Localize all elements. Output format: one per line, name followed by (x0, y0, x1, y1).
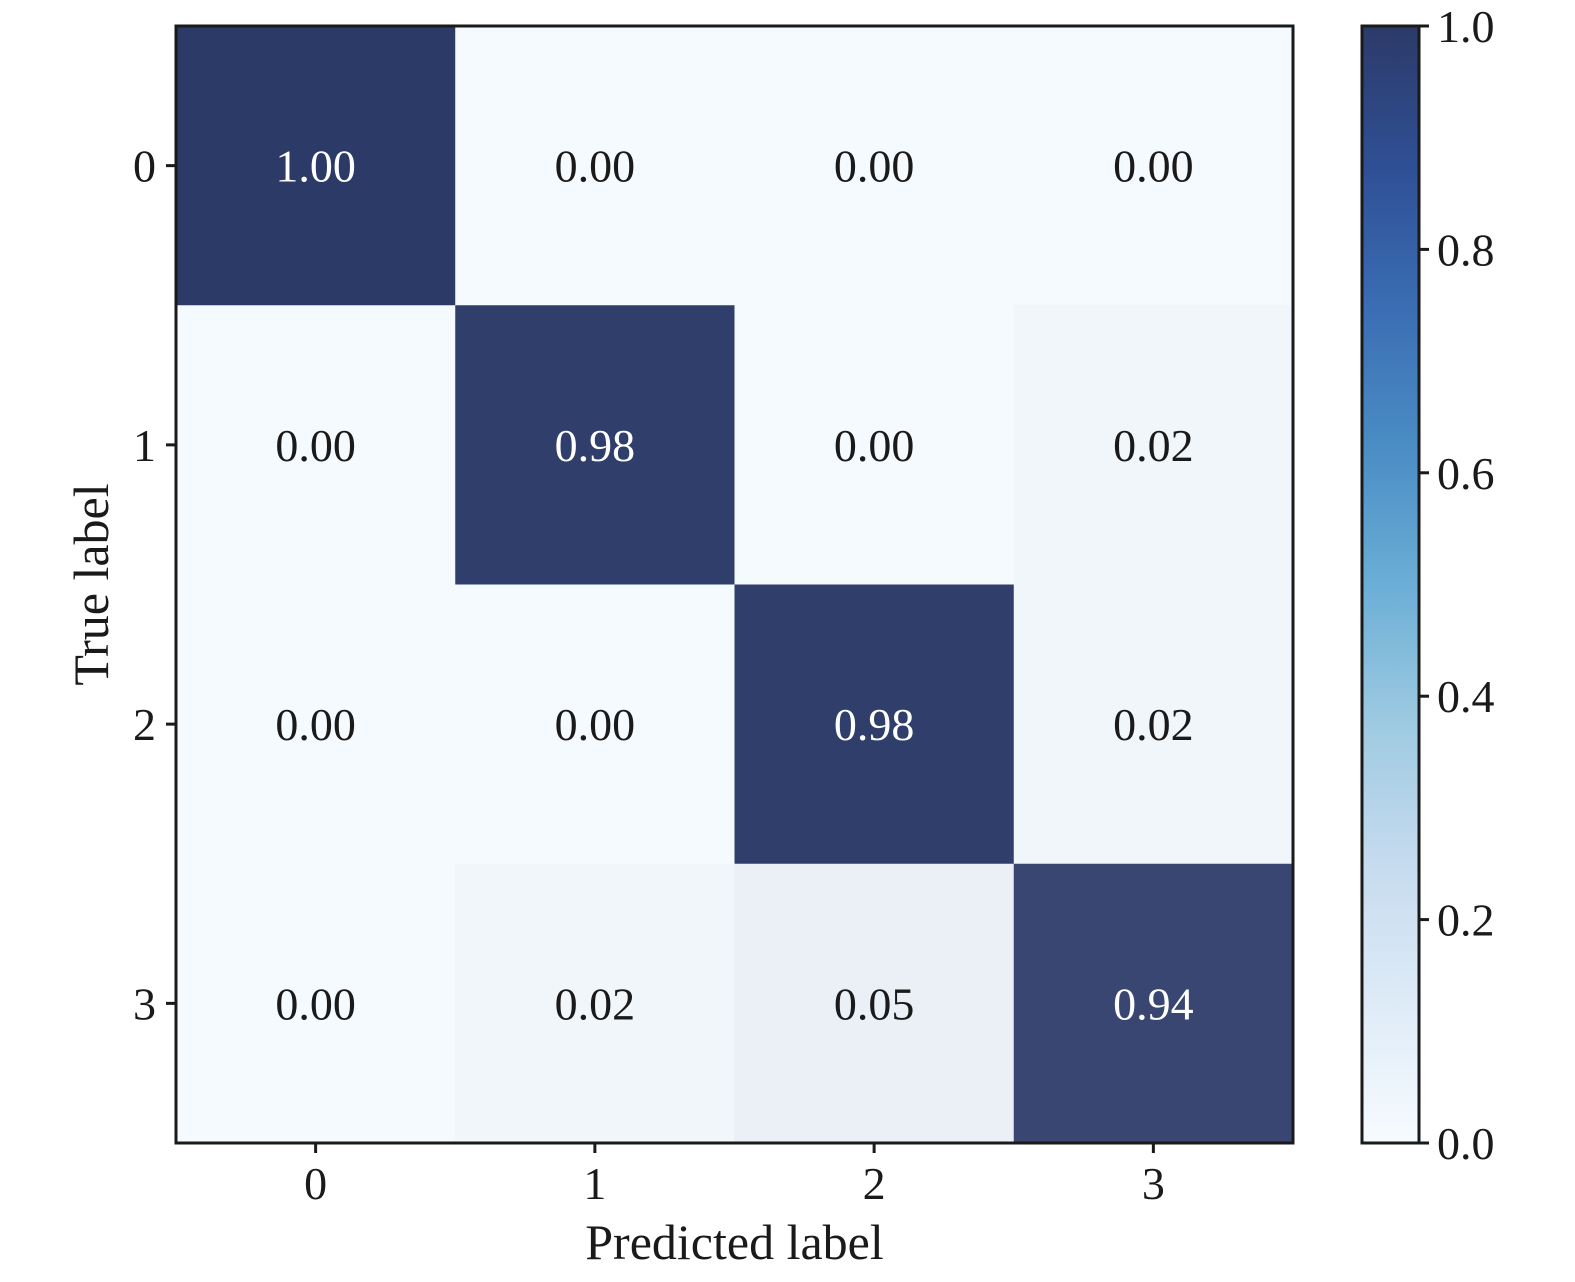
cell-r0-c2 (734, 26, 1015, 306)
cell-label-r0-c2: 0.00 (834, 141, 915, 192)
cell-r3-c2 (734, 863, 1015, 1144)
x-axis-ticks: 0 1 2 3 (304, 1143, 1165, 1209)
colorbar-tick-label-4: 0.8 (1437, 224, 1495, 275)
cell-label-r1-c1: 0.98 (555, 420, 636, 471)
cell-r2-c0 (176, 584, 456, 865)
cell-label-r0-c0: 1.00 (275, 141, 356, 192)
heatmap-cell-labels: 1.00 0.00 0.00 0.00 0.00 0.98 0.00 0.02 0.00 0.00… (275, 141, 1193, 1030)
cell-r0-c1 (455, 26, 735, 306)
cell-r1-c3 (1013, 305, 1294, 585)
cell-label-r1-c0: 0.00 (275, 420, 356, 471)
cell-label-r2-c2: 0.98 (834, 699, 915, 750)
cell-label-r1-c2: 0.00 (834, 420, 915, 471)
cell-r3-c1 (455, 863, 735, 1144)
cell-label-r2-c3: 0.02 (1113, 699, 1194, 750)
y-tick-label-2: 2 (133, 699, 156, 750)
cell-r2-c2 (734, 584, 1015, 865)
plot-frame (174, 24, 1295, 1145)
cell-r2-c1 (455, 584, 735, 865)
cell-label-r3-c1: 0.02 (555, 978, 636, 1029)
colorbar-tick-label-2: 0.4 (1437, 671, 1495, 722)
cell-label-r3-c2: 0.05 (834, 978, 915, 1029)
colorbar (1360, 24, 1421, 1145)
colorbar-tick-label-3: 0.6 (1437, 448, 1495, 499)
colorbar-tick-label-1: 0.2 (1437, 895, 1495, 946)
x-tick-label-0: 0 (304, 1158, 327, 1209)
cell-label-r3-c0: 0.00 (275, 978, 356, 1029)
cell-r2-c3 (1013, 584, 1294, 865)
cell-r3-c0 (176, 863, 456, 1144)
cell-r0-c3 (1013, 26, 1294, 306)
cell-r1-c0 (176, 305, 456, 585)
cell-label-r3-c3: 0.94 (1113, 978, 1194, 1029)
cell-label-r2-c0: 0.00 (275, 699, 356, 750)
y-axis-ticks: 0 1 2 3 (133, 141, 176, 1029)
cell-label-r0-c3: 0.00 (1113, 141, 1194, 192)
cell-label-r1-c3: 0.02 (1113, 420, 1194, 471)
y-tick-label-3: 3 (133, 978, 156, 1029)
x-tick-label-3: 3 (1142, 1158, 1165, 1209)
y-tick-label-0: 0 (133, 141, 156, 192)
x-tick-label-2: 2 (863, 1158, 886, 1209)
cell-r1-c2 (734, 305, 1015, 585)
colorbar-tick-label-5: 1.0 (1437, 1, 1495, 52)
heatmap-cells (176, 26, 1294, 1144)
cell-r0-c0 (176, 26, 456, 306)
colorbar-tick-label-0: 0.0 (1437, 1118, 1495, 1169)
colorbar-ticks: 0.0 0.2 0.4 0.6 0.8 1.0 (1419, 1, 1495, 1169)
cell-r1-c1 (455, 305, 735, 585)
cell-label-r0-c1: 0.00 (555, 141, 636, 192)
cell-r3-c3 (1013, 863, 1294, 1144)
y-axis-label: True label (63, 483, 119, 685)
x-axis-label: Predicted label (585, 1214, 884, 1270)
y-tick-label-1: 1 (133, 420, 156, 471)
x-tick-label-1: 1 (583, 1158, 606, 1209)
cell-label-r2-c1: 0.00 (555, 699, 636, 750)
